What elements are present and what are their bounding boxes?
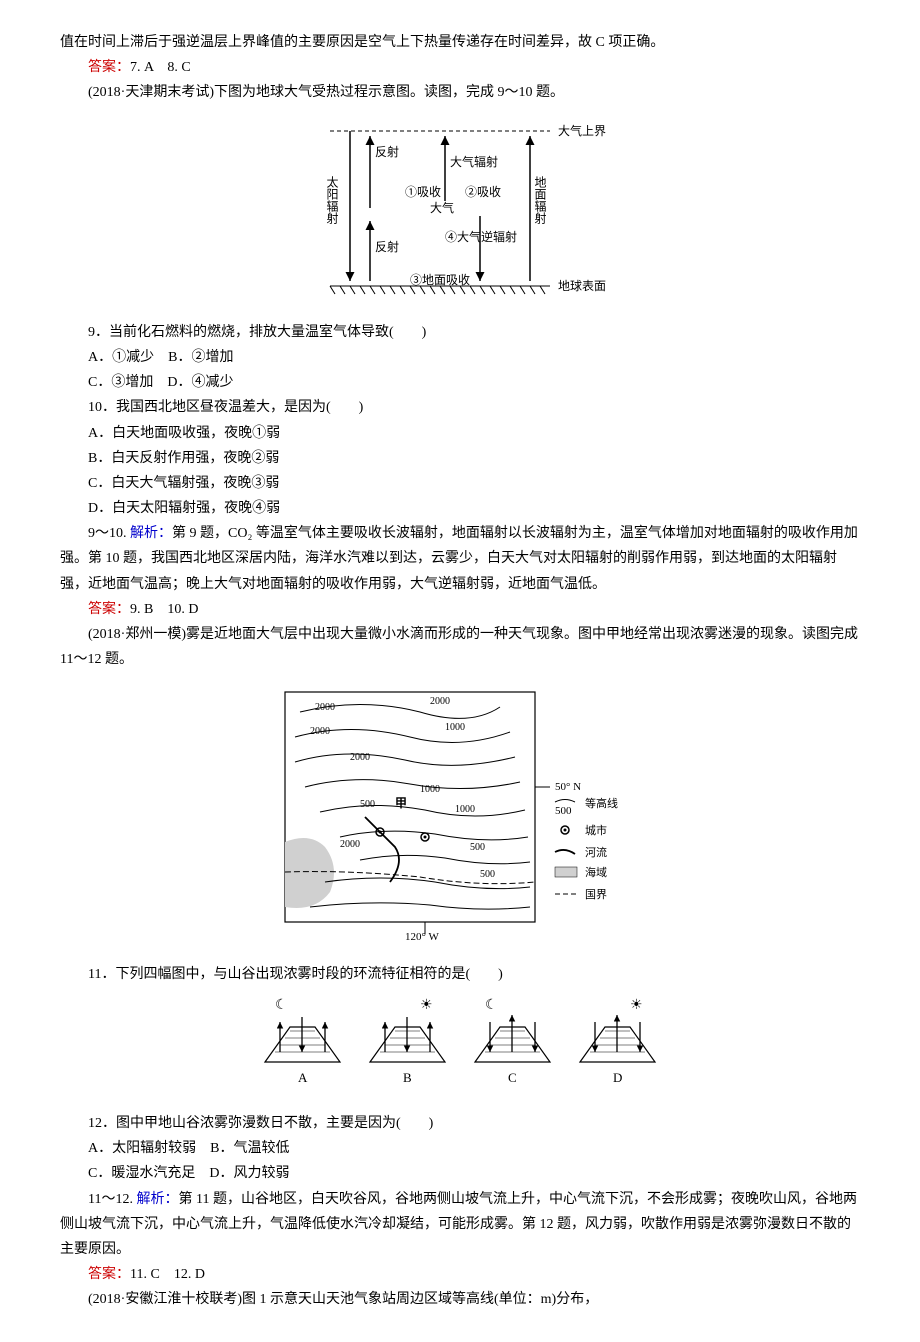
context-910: (2018·天津期末考试)下图为地球大气受热过程示意图。读图，完成 9～10 题… <box>60 80 860 105</box>
atmosphere-label: 大气 <box>430 200 454 215</box>
context-last: (2018·安徽江淮十校联考)图 1 示意天山天池气象站周边区域等高线(单位：m… <box>60 1287 860 1312</box>
svg-text:☾: ☾ <box>275 998 288 1013</box>
q10-opt-a: A．白天地面吸收强，夜晚①弱 <box>60 421 860 446</box>
q10-opt-c: C．白天大气辐射强，夜晚③弱 <box>60 471 860 496</box>
top-boundary-label: 大气上界 <box>558 123 606 138</box>
answer-text: 9. B 10. D <box>130 602 198 617</box>
circulation-options: ☾ A ☀ B ☾ <box>60 997 860 1101</box>
q12-opt-cd: C．暖湿水汽充足 D．风力较弱 <box>60 1161 860 1186</box>
analysis-label: 解析： <box>130 526 172 541</box>
legend-contour: 等高线 <box>585 796 618 810</box>
svg-text:2000: 2000 <box>315 702 335 713</box>
svg-text:2000: 2000 <box>430 696 450 707</box>
contour-map: 2000 2000 2000 2000 1000 500 1000 1000 5… <box>60 682 860 951</box>
svg-text:☾: ☾ <box>485 998 498 1013</box>
solar-label: 太阳辐射 <box>325 174 339 224</box>
svg-text:1000: 1000 <box>455 804 475 815</box>
svg-text:500: 500 <box>555 805 572 817</box>
analysis-text: 第 11 题，山谷地区，白天吹谷风，谷地两侧山坡气流上升，中心气流下沉，不会形成… <box>60 1192 857 1257</box>
atmosphere-diagram: 大气上界 地球表面 太阳辐射 反射 反射 大气 ①吸收 大气辐射 <box>60 116 860 310</box>
svg-text:500: 500 <box>480 869 495 880</box>
q9-stem: 9．当前化石燃料的燃烧，排放大量温室气体导致( ) <box>60 320 860 345</box>
q9-opt-cd: C．③增加 D．④减少 <box>60 370 860 395</box>
legend-sea: 海域 <box>585 865 607 879</box>
svg-text:☀: ☀ <box>420 998 433 1013</box>
svg-text:C: C <box>508 1070 517 1085</box>
back-radiation-label: ④大气逆辐射 <box>445 229 517 244</box>
ground-label: 地面辐射 <box>533 175 547 224</box>
q10-stem: 10．我国西北地区昼夜温差大，是因为( ) <box>60 395 860 420</box>
svg-text:500: 500 <box>470 842 485 853</box>
q11-stem: 11．下列四幅图中，与山谷出现浓雾时段的环流特征相符的是( ) <box>60 962 860 987</box>
q10-opt-b: B．白天反射作用强，夜晚②弱 <box>60 446 860 471</box>
answer-78: 答案：7. A 8. C <box>60 55 860 80</box>
legend-border: 国界 <box>585 888 607 901</box>
svg-text:A: A <box>298 1070 308 1085</box>
answer-1112: 答案：11. C 12. D <box>60 1262 860 1287</box>
svg-text:B: B <box>403 1070 412 1085</box>
svg-text:2000: 2000 <box>310 726 330 737</box>
analysis-910: 9～10. 解析：第 9 题，CO₂ 等温室气体主要吸收长波辐射，地面辐射以长波… <box>60 521 860 597</box>
q12-opt-ab: A．太阳辐射较弱 B．气温较低 <box>60 1136 860 1161</box>
context-1112: (2018·郑州一模)雾是近地面大气层中出现大量微小水滴而形成的一种天气现象。图… <box>60 622 860 672</box>
intro-text: 值在时间上滞后于强逆温层上界峰值的主要原因是空气上下热量传递存在时间差异，故 C… <box>60 30 860 55</box>
absorb3-label: ③地面吸收 <box>410 273 470 287</box>
answer-text: 11. C 12. D <box>130 1267 205 1282</box>
reflect-lower: 反射 <box>375 239 399 254</box>
answer-text: 7. A 8. C <box>130 60 191 75</box>
analysis-text: 第 9 题，CO₂ 等温室气体主要吸收长波辐射，地面辐射以长波辐射为主，温室气体… <box>60 526 858 591</box>
svg-text:☀: ☀ <box>630 998 643 1013</box>
analysis-1112: 11～12. 解析：第 11 题，山谷地区，白天吹谷风，谷地两侧山坡气流上升，中… <box>60 1187 860 1263</box>
answer-label: 答案： <box>88 602 130 617</box>
q9-opt-ab: A．①减少 B．②增加 <box>60 345 860 370</box>
q12-stem: 12．图中甲地山谷浓雾弥漫数日不散，主要是因为( ) <box>60 1111 860 1136</box>
answer-label: 答案： <box>88 1267 130 1282</box>
analysis-prefix: 9～10. <box>88 526 130 541</box>
legend-river: 河流 <box>585 845 607 859</box>
absorb1-label: ①吸收 <box>405 185 441 199</box>
analysis-prefix: 11～12. <box>88 1192 136 1207</box>
jia-label: 甲 <box>395 796 407 810</box>
lon-label: 120° W <box>405 931 439 942</box>
svg-text:1000: 1000 <box>445 722 465 733</box>
analysis-label: 解析： <box>136 1192 178 1207</box>
radiation-label: 大气辐射 <box>450 154 498 169</box>
lat-label: 50° N <box>555 781 581 793</box>
bottom-boundary-label: 地球表面 <box>558 279 606 293</box>
svg-text:2000: 2000 <box>350 752 370 763</box>
svg-text:2000: 2000 <box>340 839 360 850</box>
reflect-upper: 反射 <box>375 144 399 159</box>
absorb2-label: ②吸收 <box>465 185 501 199</box>
svg-text:1000: 1000 <box>420 784 440 795</box>
svg-text:500: 500 <box>360 799 375 810</box>
legend-city: 城市 <box>585 823 607 837</box>
answer-910: 答案：9. B 10. D <box>60 597 860 622</box>
svg-text:D: D <box>613 1070 622 1085</box>
answer-label: 答案： <box>88 60 130 75</box>
q10-opt-d: D．白天太阳辐射强，夜晚④弱 <box>60 496 860 521</box>
